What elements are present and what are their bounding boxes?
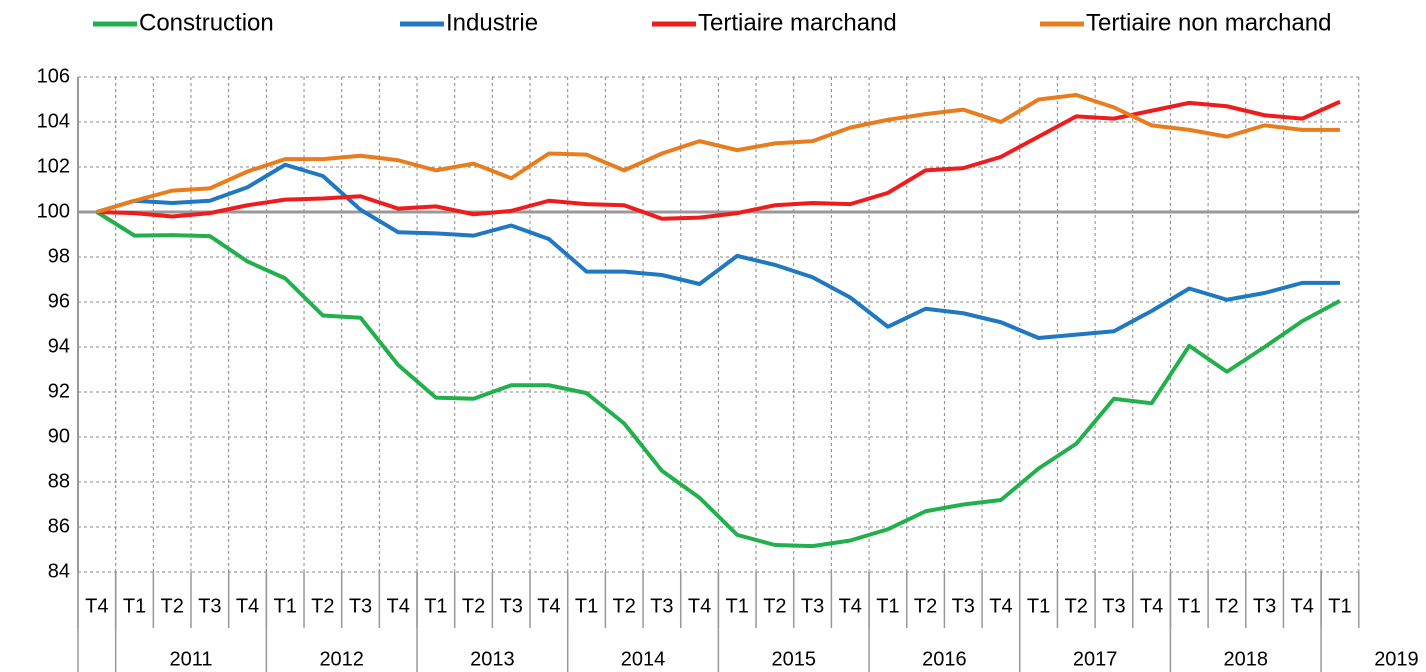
year-label: 2011 [170,648,213,670]
x-tick-label: T4 [537,595,560,617]
legend-label: Tertiaire non marchand [1086,9,1331,36]
year-label: 2012 [319,648,364,670]
y-tick-label: 102 [37,155,70,177]
x-tick-label: T2 [763,595,786,617]
x-tick-label: T4 [688,595,711,617]
x-tick-label: T1 [575,595,598,617]
x-tick-label: T2 [311,595,334,617]
year-label: 2019 [1374,648,1419,670]
year-label: 2013 [470,648,515,670]
year-label: 2018 [1224,648,1269,670]
x-tick-label: T3 [801,595,824,617]
x-tick-label: T3 [1102,595,1125,617]
y-tick-label: 94 [48,335,70,357]
y-tick-label: 88 [48,470,70,492]
y-tick-label: 100 [37,200,70,222]
x-tick-label: T2 [462,595,485,617]
legend-label: Construction [139,9,274,36]
x-tick-label: T1 [123,595,146,617]
y-tick-label: 84 [48,560,70,582]
x-tick-label: T2 [1215,595,1238,617]
series-line [96,93,1340,214]
x-tick-label: T1 [1178,595,1201,617]
x-tick-label: T4 [85,595,108,617]
y-tick-label: 98 [48,245,70,267]
year-label: 2014 [621,648,666,670]
legend-label: Industrie [446,9,538,36]
year-label: 2016 [922,648,967,670]
x-tick-label: T4 [387,595,410,617]
y-tick-label: 106 [37,65,70,87]
x-tick-label: T2 [161,595,184,617]
x-tick-label: T1 [424,595,447,617]
x-tick-label: T4 [839,595,862,617]
x-tick-label: T1 [876,595,899,617]
x-tick-label: T2 [613,595,636,617]
x-tick-label: T3 [198,595,221,617]
x-tick-label: T3 [500,595,523,617]
series-line [96,162,1340,340]
year-label: 2017 [1073,648,1118,670]
x-tick-label: T3 [650,595,673,617]
x-tick-label: T1 [1328,595,1351,617]
x-tick-label: T3 [349,595,372,617]
y-tick-label: 96 [48,290,70,312]
x-tick-label: T1 [1027,595,1050,617]
legend-label: Tertiaire marchand [698,9,897,36]
y-tick-label: 90 [48,425,70,447]
year-label: 2015 [771,648,816,670]
x-tick-label: T2 [914,595,937,617]
x-tick-label: T4 [236,595,259,617]
x-tick-label: T1 [274,595,297,617]
x-tick-label: T4 [1291,595,1314,617]
x-tick-label: T1 [726,595,749,617]
y-tick-label: 104 [37,110,70,132]
x-tick-label: T3 [1253,595,1276,617]
x-tick-label: T4 [989,595,1012,617]
series-line [95,210,1341,549]
x-tick-label: T3 [952,595,975,617]
x-tick-label: T2 [1065,595,1088,617]
y-tick-label: 86 [48,515,70,537]
y-tick-label: 92 [48,380,70,402]
x-tick-label: T4 [1140,595,1163,617]
